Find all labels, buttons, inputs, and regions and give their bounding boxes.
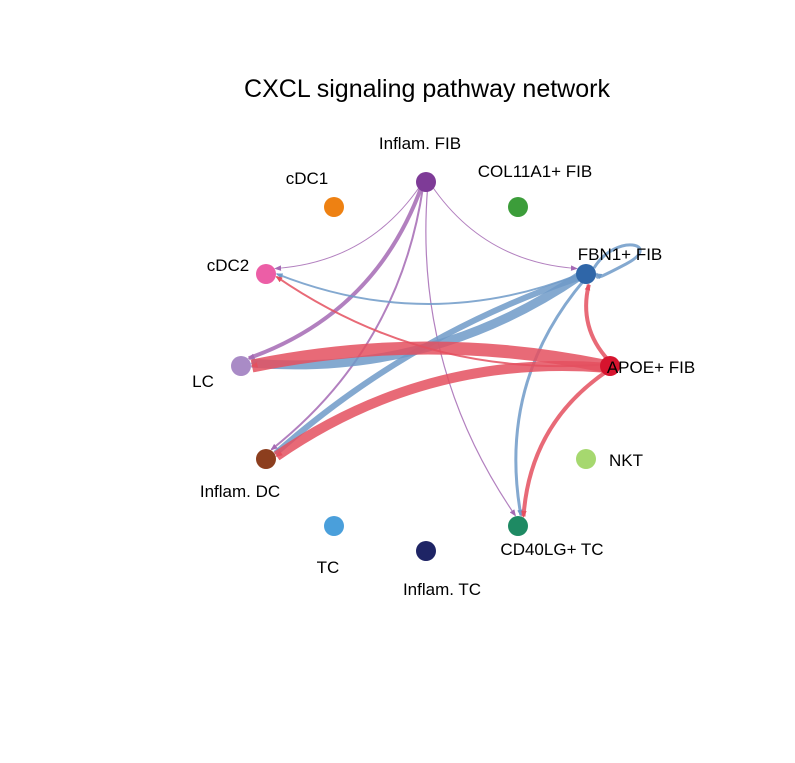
node-nkt — [576, 449, 596, 469]
node-tc — [324, 516, 344, 536]
node-inflam-dc — [256, 449, 276, 469]
edge-inflam-fib-to-fbn1-fib — [430, 184, 578, 271]
node-label-fbn1-fib: FBN1+ FIB — [578, 245, 663, 264]
edge-inflam-fib-to-inflam-dc — [270, 187, 424, 451]
node-label-col11a1-fib: COL11A1+ FIB — [478, 162, 593, 181]
labels-layer: Inflam. FIB COL11A1+ FIB FBN1+ FIB APOE+ FI… — [192, 134, 695, 599]
edge-fbn1-fib-to-cdc2 — [275, 273, 581, 305]
node-col11a1-fib — [508, 197, 528, 217]
node-label-lc: LC — [192, 372, 214, 391]
node-label-nkt: NKT — [609, 451, 643, 470]
node-label-inflam-fib: Inflam. FIB — [379, 134, 461, 153]
node-inflam-tc — [416, 541, 436, 561]
diagram-title: CXCL signaling pathway network — [244, 75, 610, 103]
edge-inflam-fib-to-cdc2 — [274, 184, 422, 271]
node-apoe-fib — [600, 356, 620, 376]
edge-apoe-fib-to-cd40lg-tc — [521, 369, 609, 518]
edges-layer — [247, 184, 642, 518]
node-fbn1-fib — [576, 264, 596, 284]
edge-fbn1-fib-to-cd40lg-tc — [514, 278, 586, 517]
node-inflam-fib — [416, 172, 436, 192]
edge-apoe-fib-to-lc — [250, 341, 606, 373]
node-label-cdc2: cDC2 — [207, 256, 250, 275]
node-label-cdc1: cDC1 — [286, 169, 329, 188]
edge-fbn1-fib-to-fbn1-fib — [592, 243, 642, 280]
edge-apoe-fib-to-inflam-dc — [273, 361, 605, 461]
node-cdc2 — [256, 264, 276, 284]
node-label-inflam-dc: Inflam. DC — [200, 482, 280, 501]
edge-inflam-fib-to-cd40lg-tc — [425, 187, 516, 517]
node-label-cd40lg-tc: CD40LG+ TC — [500, 540, 603, 559]
node-label-apoe-fib: APOE+ FIB — [607, 358, 695, 377]
node-label-inflam-tc: Inflam. TC — [403, 580, 481, 599]
node-cd40lg-tc — [508, 516, 528, 536]
edge-apoe-fib-to-fbn1-fib — [584, 283, 610, 362]
node-cdc1 — [324, 197, 344, 217]
node-label-tc: TC — [317, 558, 340, 577]
edge-inflam-fib-to-lc — [247, 185, 424, 361]
node-lc — [231, 356, 251, 376]
nodes-layer — [231, 172, 620, 561]
